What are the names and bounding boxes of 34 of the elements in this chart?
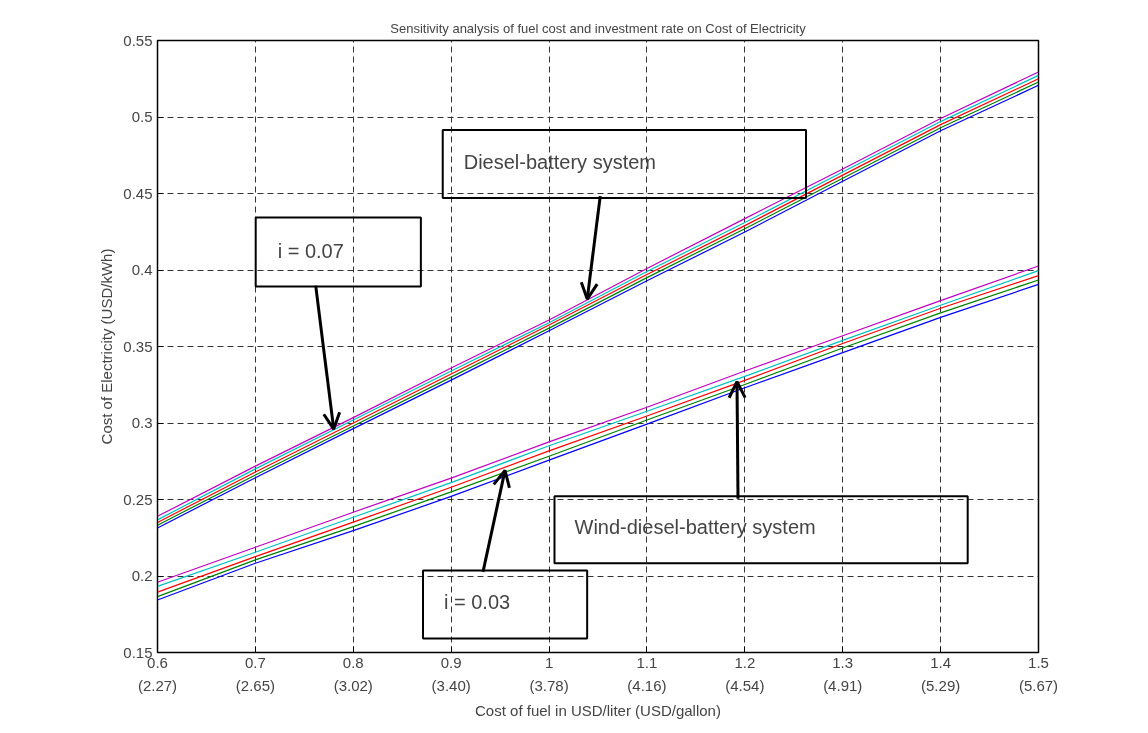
x2-tick-label: (2.65): [235, 676, 275, 694]
annotation: i = 0.07: [277, 239, 344, 262]
y-tick-label: 0.3: [131, 414, 153, 431]
x2-tick-label: (4.16): [627, 676, 667, 694]
x2-tick-label: (3.78): [529, 676, 569, 694]
y-tick-label: 0.55: [123, 31, 153, 49]
y-tick-label: 0.5: [131, 108, 153, 125]
x-axis-title: Cost of fuel in USD/liter (USD/gallon): [475, 701, 721, 719]
y-tick-label: 0.25: [123, 490, 153, 508]
x2-tick-label: (3.02): [333, 676, 373, 694]
x-tick-label: 1.1: [636, 653, 658, 671]
annotation: Diesel-battery system: [463, 151, 657, 174]
x2-tick-label: (3.40): [431, 676, 471, 694]
x2-tick-label: (2.27): [137, 676, 178, 694]
x-tick-label: 0.9: [440, 653, 462, 671]
annotation: Wind-diesel-battery system: [574, 516, 816, 539]
chart-title: Sensitivity analysis of fuel cost and investment rate on Cost of Electricity: [390, 20, 807, 36]
x-tick-label: 1.2: [734, 653, 756, 671]
y-tick-label: 0.45: [123, 184, 153, 202]
y-tick-label: 0.4: [131, 261, 153, 278]
x2-tick-label: (5.67): [1018, 676, 1059, 694]
x2-tick-label: (5.29): [921, 676, 961, 694]
x-tick-label: 1.5: [1028, 653, 1049, 671]
x2-tick-label: (4.54): [725, 676, 765, 694]
annotation: i = 0.03: [444, 591, 511, 614]
x-tick-label: 1: [544, 653, 554, 671]
x2-tick-label: (4.91): [823, 676, 863, 694]
y-tick-label: 0.2: [131, 567, 153, 584]
y-axis-title: Cost of Electricity (USD/kWh): [98, 248, 116, 445]
x-tick-label: 1.3: [832, 653, 854, 671]
x-tick-label: 1.4: [930, 653, 952, 671]
x-tick-label: 0.7: [244, 653, 266, 671]
x-tick-label: 0.8: [342, 653, 364, 671]
y-tick-label: 0.35: [123, 337, 153, 355]
